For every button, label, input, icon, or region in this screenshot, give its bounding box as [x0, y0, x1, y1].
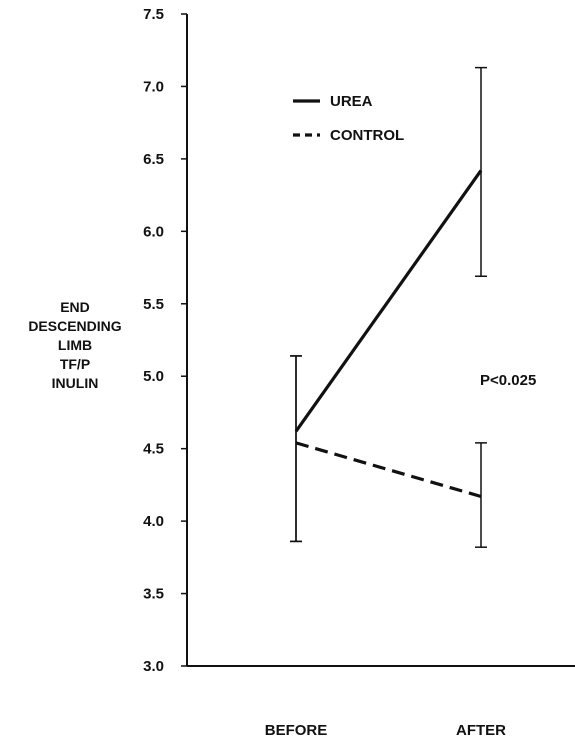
- series-line-urea: [294, 169, 483, 433]
- legend-label: UREA: [330, 93, 373, 110]
- y-tick-label: 3.0: [143, 658, 164, 675]
- y-tick-label: 6.0: [143, 223, 164, 240]
- y-tick-label: 4.0: [143, 513, 164, 530]
- y-tick-label: 5.0: [143, 368, 164, 385]
- y-tick-label: 5.5: [143, 296, 164, 313]
- y-tick-label: 4.5: [143, 441, 164, 458]
- x-tick-label: AFTER: [456, 722, 506, 739]
- legend-label: CONTROL: [330, 127, 404, 144]
- y-axis-label-line: DESCENDING: [28, 318, 122, 334]
- series-line-control: [295, 441, 482, 499]
- y-tick-label: 7.0: [143, 78, 164, 95]
- p-value-annotation: P<0.025: [480, 372, 536, 389]
- y-tick-label: 7.5: [143, 6, 164, 23]
- y-axis-label: END DESCENDING LIMB TF/P INULIN: [0, 298, 150, 393]
- y-axis-label-line: TF/P: [59, 356, 91, 372]
- axes: 3.0 3.5 4.0 4.5 5.0 5.5 6.0 6.5 7.0 7.5 BEFORE AFTE…: [143, 6, 575, 739]
- y-axis-label-line: END: [60, 299, 90, 315]
- y-tick-label: 6.5: [143, 151, 164, 168]
- y-axis-label-line: LIMB: [57, 337, 93, 353]
- x-tick-label: BEFORE: [265, 722, 328, 739]
- legend: UREA CONTROL: [293, 93, 404, 144]
- series-lines: [294, 169, 483, 499]
- y-tick-label: 3.5: [143, 586, 164, 603]
- y-axis-label-line: INULIN: [51, 375, 99, 391]
